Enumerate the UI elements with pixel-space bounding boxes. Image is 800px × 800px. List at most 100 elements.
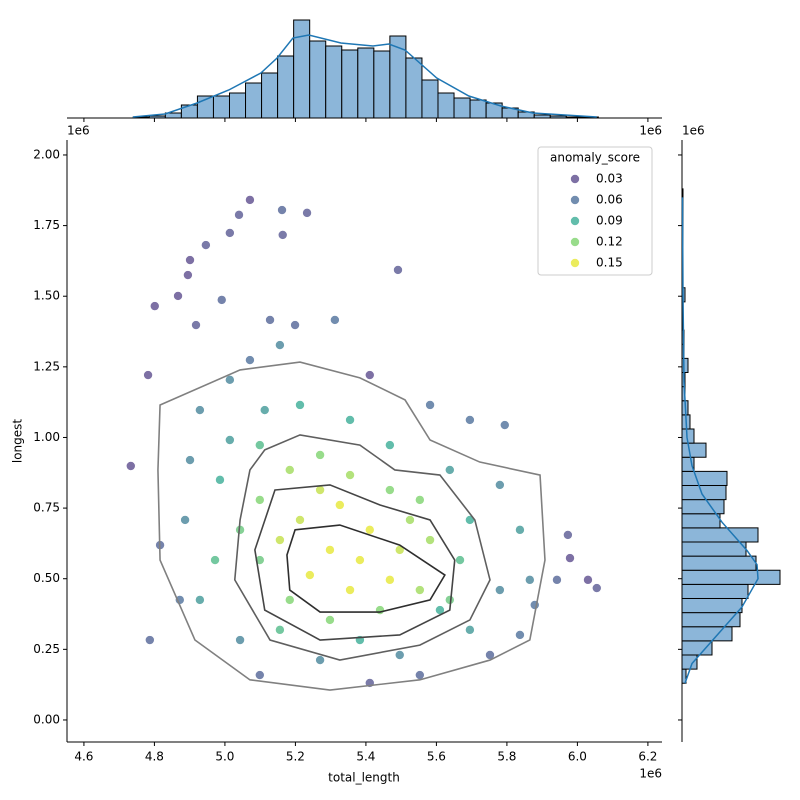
scatter-point <box>385 440 395 450</box>
histogram-bar <box>681 499 725 515</box>
histogram-bar <box>681 640 713 656</box>
scatter-point <box>405 515 415 525</box>
x-tick-label: 6.0 <box>568 750 587 764</box>
scatter-point <box>185 255 195 265</box>
scatter-point <box>255 670 265 680</box>
histogram-bar <box>681 527 759 543</box>
histogram-bar <box>681 583 749 599</box>
scatter-point <box>275 625 285 635</box>
scatter-point <box>201 240 211 250</box>
scatter-point <box>345 585 355 595</box>
legend: anomaly_score 0.03 0.06 0.09 0.12 0.15 <box>537 146 653 276</box>
scatter-point <box>180 515 190 525</box>
scatter-point <box>525 575 535 585</box>
scatter-point <box>284 465 295 475</box>
scatter-point <box>191 320 201 330</box>
y-tick-label: 0.50 <box>33 571 60 585</box>
scatter-point <box>275 535 285 545</box>
histogram-bar <box>325 45 343 119</box>
histogram-bar <box>277 55 295 119</box>
kde-contour <box>233 434 491 661</box>
scatter-point <box>315 450 325 460</box>
scatter-point <box>245 355 255 365</box>
scatter-point <box>345 415 355 425</box>
histogram-bar <box>533 114 551 119</box>
scatter-point <box>455 555 465 565</box>
legend-marker <box>570 237 580 247</box>
scatter-point <box>225 228 235 238</box>
scatter-point <box>284 595 295 605</box>
histogram-bar <box>389 35 407 119</box>
scatter-point <box>255 495 265 505</box>
histogram-bar <box>681 442 707 458</box>
scatter-point <box>591 583 602 593</box>
histogram-bar <box>681 357 689 373</box>
scatter-point <box>275 340 285 350</box>
scatter-point <box>255 440 265 450</box>
histogram-bar <box>341 49 359 119</box>
x-offset-label: 1e6 <box>639 767 662 781</box>
kde-contour <box>254 484 456 641</box>
scatter-point <box>425 400 435 410</box>
scatter-point <box>364 370 375 380</box>
scatter-point <box>149 301 160 311</box>
histogram-bar <box>681 470 728 486</box>
scatter-point <box>529 600 540 610</box>
legend-label: 0.09 <box>596 214 623 228</box>
histogram-bar <box>469 99 487 119</box>
x-tick-label: 5.6 <box>427 750 446 764</box>
scatter-point <box>325 615 335 625</box>
y-tick-label: 1.25 <box>33 359 60 373</box>
scatter-point <box>325 545 335 555</box>
scatter-point <box>235 635 245 645</box>
y-axis-label: longest <box>11 419 25 464</box>
histogram-bar <box>437 92 455 119</box>
x-tick-label: 5.4 <box>356 750 375 764</box>
kde-line <box>681 197 759 684</box>
scatter-point <box>515 525 525 535</box>
scatter-point <box>364 525 375 535</box>
legend-marker <box>570 258 580 268</box>
scatter-point <box>290 320 300 330</box>
kde-contour <box>286 524 446 613</box>
scatter-point <box>277 230 288 240</box>
histogram-bar <box>228 92 247 119</box>
histogram-bar <box>681 654 698 670</box>
histogram-bar <box>245 82 263 119</box>
scatter-point <box>415 495 425 505</box>
x-tick-label: 5.2 <box>286 750 305 764</box>
scatter-point <box>552 575 562 585</box>
scatter-point <box>143 370 153 380</box>
scatter-point <box>330 315 340 325</box>
x-tick-label: 5.8 <box>497 750 516 764</box>
scatter-point <box>415 585 425 595</box>
histogram-bar <box>549 115 567 119</box>
scatter-point <box>394 650 405 660</box>
histogram-bar <box>681 569 781 585</box>
legend-marker <box>570 216 580 226</box>
x-tick-label: 6.2 <box>638 750 657 764</box>
scatter-point <box>210 555 220 565</box>
scatter-point <box>225 435 235 445</box>
y-tick-label: 1.00 <box>33 430 60 444</box>
y-tick-label: 1.50 <box>33 289 60 303</box>
histogram-bar <box>405 57 423 119</box>
scatter-point <box>355 555 365 565</box>
scatter-point <box>335 500 345 510</box>
histogram-bar <box>453 97 471 119</box>
histogram-bar <box>681 555 757 571</box>
x-tick-label: 5.0 <box>215 750 234 764</box>
scatter-point <box>173 291 183 301</box>
histogram-bar <box>148 115 166 119</box>
y-offset-label: 1e6 <box>67 124 90 138</box>
y-tick-label: 2.00 <box>33 147 60 161</box>
scatter-point <box>295 515 305 525</box>
legend-label: 0.06 <box>596 193 623 207</box>
histogram-bar <box>421 79 439 119</box>
scatter-point <box>465 415 475 425</box>
scatter-point <box>515 630 525 640</box>
histogram-bar <box>681 541 747 557</box>
scatter-point <box>393 265 403 275</box>
histogram-bar <box>681 513 721 529</box>
x-axis-label: total_length <box>328 771 400 785</box>
